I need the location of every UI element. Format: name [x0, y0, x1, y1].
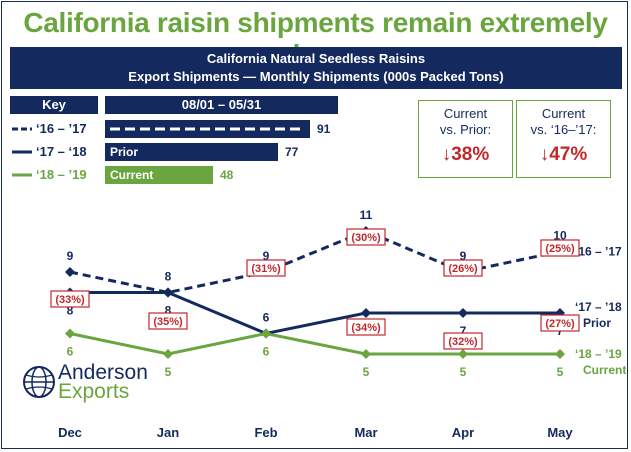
- pct-change-apr-prior-box: [443, 332, 483, 350]
- comparison-value-1617: ↓47%: [539, 144, 588, 165]
- x-tick-label-jan: Jan: [157, 425, 179, 440]
- pct-change-feb-box: [246, 259, 286, 277]
- key-value-1718: 77: [285, 145, 299, 159]
- series-end-sublabel-2: Current: [583, 363, 626, 377]
- range-heading: 08/01 – 05/31: [105, 96, 338, 114]
- point-label-s2-2: 6: [263, 345, 270, 359]
- x-tick-label-may: May: [547, 425, 573, 440]
- point-label-s1-0: 8: [67, 304, 74, 318]
- pct-change-apr-1617-box: [443, 259, 483, 277]
- pct-change-apr-1617: (26%): [448, 263, 478, 275]
- key-value-1819: 48: [220, 168, 234, 182]
- point-label-s1-4: 7: [460, 324, 467, 338]
- key-label-1718: ‘17 – ‘18: [36, 144, 87, 159]
- pct-change-dec: (33%): [55, 294, 85, 306]
- pct-change-dec-box: [50, 290, 90, 308]
- logo-text-exports: Exports: [58, 380, 130, 403]
- key-bar-text-prior: Prior: [110, 145, 139, 159]
- marker-s0-0: [65, 267, 75, 277]
- pct-change-apr-prior: (32%): [448, 336, 478, 348]
- logo-text-anderson: Anderson: [58, 361, 148, 384]
- point-label-s0-3: 11: [360, 208, 373, 222]
- point-label-s0-0: 9: [67, 249, 74, 263]
- dash-pattern-icon: [110, 127, 305, 131]
- comparison-box-1617: Current vs. ‘16–’17: ↓47%: [516, 100, 611, 178]
- comparison-value-prior: ↓38%: [441, 144, 490, 165]
- pct-change-mar-prior: (34%): [351, 322, 381, 334]
- point-label-s0-1: 8: [165, 270, 172, 284]
- marker-s2-3: [361, 349, 371, 359]
- point-label-s1-1: 8: [165, 304, 172, 318]
- point-label-s2-5: 5: [557, 365, 564, 379]
- key-bar-text-current: Current: [110, 168, 154, 182]
- series-end-label-0: ‘16 – ’17: [575, 245, 622, 259]
- point-label-s0-4: 9: [460, 249, 467, 263]
- marker-s2-5: [555, 349, 565, 359]
- key-heading: Key: [10, 96, 98, 114]
- pct-change-may-1617-box: [540, 239, 580, 257]
- marker-s2-1: [163, 349, 173, 359]
- x-tick-label-mar: Mar: [354, 425, 377, 440]
- x-tick-label-apr: Apr: [452, 425, 474, 440]
- marker-s1-1: [163, 287, 173, 298]
- point-label-s1-2: 6: [263, 311, 270, 325]
- banner-line-2: Export Shipments — Monthly Shipments (00…: [128, 69, 504, 84]
- series-end-label-1: ‘17 – ’18: [575, 300, 622, 314]
- marker-s1-4: [458, 308, 468, 318]
- point-label-s2-1: 5: [165, 365, 172, 379]
- point-label-s2-4: 5: [460, 365, 467, 379]
- pct-change-mar-1617: (30%): [351, 232, 381, 244]
- key-bar-1819: Current: [105, 166, 213, 184]
- pct-change-may-prior: (27%): [545, 318, 575, 330]
- pct-change-feb: (31%): [251, 263, 281, 275]
- anderson-exports-logo: Anderson Exports: [22, 362, 152, 402]
- x-tick-label-dec: Dec: [58, 425, 82, 440]
- series-line-0: [69, 229, 561, 295]
- banner-line-1: California Natural Seedless Raisins: [206, 51, 426, 66]
- series-line-2: [69, 331, 560, 356]
- point-label-s2-0: 6: [67, 345, 74, 359]
- point-label-s0-5: 10: [553, 229, 567, 243]
- pct-change-mar-prior-box: [346, 318, 386, 336]
- series-end-label-2: ‘18 – ’19: [575, 347, 622, 361]
- pct-change-may-1617: (25%): [545, 243, 575, 255]
- marker-s1-3: [361, 308, 371, 318]
- x-tick-label-feb: Feb: [254, 425, 277, 440]
- pct-change-mar-1617-box: [346, 228, 386, 246]
- key-bar-1718: Prior: [105, 143, 278, 161]
- chart-banner: California Natural Seedless Raisins Expo…: [10, 47, 622, 89]
- pct-change-may-prior-box: [540, 314, 580, 332]
- key-bar-1617: [105, 120, 310, 138]
- key-value-1617: 91: [317, 122, 331, 136]
- marker-s2-4: [458, 349, 468, 359]
- comparison-label-1617: Current vs. ‘16–’17:: [530, 106, 597, 137]
- marker-s2-2: [261, 328, 271, 339]
- pct-change-jan-box: [148, 312, 188, 330]
- point-label-s0-2: 9: [263, 249, 270, 263]
- comparison-box-prior: Current vs. Prior: ↓38%: [418, 100, 513, 178]
- series-line-1: [70, 291, 560, 336]
- comparison-label-prior: Current vs. Prior:: [439, 106, 492, 137]
- key-label-1617: ‘16 – ’17: [36, 121, 87, 136]
- point-label-s2-3: 5: [363, 365, 370, 379]
- globe-icon: [23, 366, 55, 398]
- pct-change-jan: (35%): [153, 316, 183, 328]
- series-end-sublabel-1: Prior: [583, 316, 611, 330]
- marker-s2-0: [65, 328, 75, 339]
- key-label-1819: ‘18 – ’19: [36, 167, 87, 182]
